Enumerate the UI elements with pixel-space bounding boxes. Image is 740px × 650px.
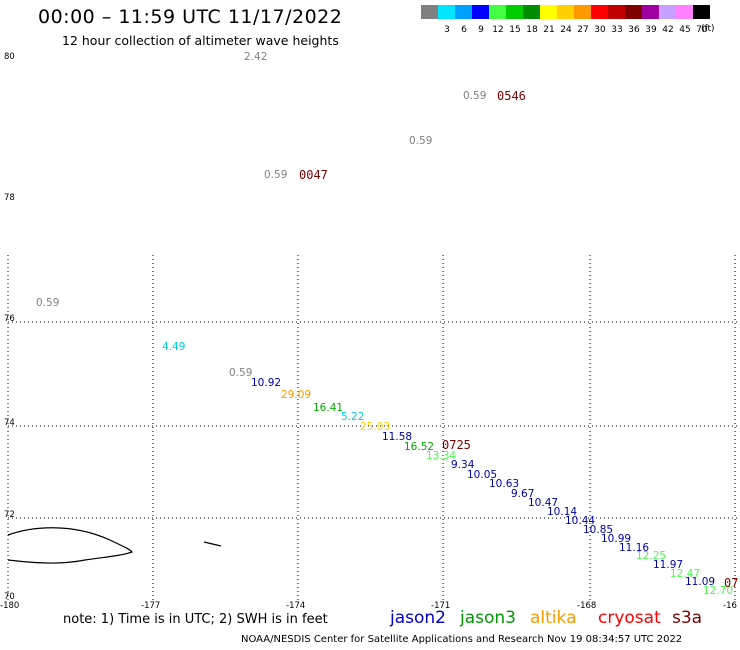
legend-label: 27 xyxy=(577,25,589,35)
obs-label: 9.67 xyxy=(511,488,535,500)
obs-label: 2.42 xyxy=(244,51,268,63)
legend-label: 18 xyxy=(526,25,538,35)
legend-label: 42 xyxy=(662,25,674,35)
obs-label: 12.25 xyxy=(636,550,667,562)
obs-label: 0.59 xyxy=(409,135,433,147)
satellite-s3a: s3a xyxy=(672,608,703,628)
legend-label: 6 xyxy=(461,25,467,35)
obs-label: 10.14 xyxy=(547,506,578,518)
obs-label: 10.99 xyxy=(601,533,632,545)
footer-note: note: 1) Time is in UTC; 2) SWH is in fe… xyxy=(63,612,328,627)
legend-swatch xyxy=(574,5,591,19)
obs-label: 10.63 xyxy=(489,478,520,490)
obs-label: 11.09 xyxy=(685,576,716,588)
lon-label: -171 xyxy=(431,601,451,611)
obs-label: 10.44 xyxy=(565,515,596,527)
satellite-jason2: jason2 xyxy=(390,608,446,628)
obs-label: 29.09 xyxy=(281,389,312,401)
herald-island xyxy=(203,541,222,547)
obs-label: 10.47 xyxy=(528,497,559,509)
legend-swatch xyxy=(472,5,489,19)
legend-swatch xyxy=(506,5,523,19)
legend-swatch xyxy=(557,5,574,19)
legend-swatch xyxy=(523,5,540,19)
obs-label: 0.59 xyxy=(463,90,487,102)
legend-swatch xyxy=(608,5,625,19)
lon-label: -168 xyxy=(577,601,597,611)
wrangel-island xyxy=(7,527,133,564)
obs-label: 10.92 xyxy=(251,377,282,389)
legend-swatch xyxy=(540,5,557,19)
chart-subtitle: 12 hour collection of altimeter wave hei… xyxy=(62,33,339,48)
lon-label: -16 xyxy=(723,601,737,611)
satellite-jason3: jason3 xyxy=(460,608,516,628)
legend-swatch xyxy=(642,5,659,19)
time-label: 0546 xyxy=(497,89,526,103)
legend-label: 70 xyxy=(696,25,708,35)
lon-label: -177 xyxy=(141,601,161,611)
obs-label: 16.41 xyxy=(313,402,344,414)
time-label: 07 xyxy=(724,576,739,590)
obs-label: 0.59 xyxy=(264,169,288,181)
legend-label: 33 xyxy=(611,25,623,35)
coastline xyxy=(7,527,222,564)
satellite-altika: altika xyxy=(530,608,577,628)
legend-swatch xyxy=(591,5,608,19)
legend-label: 24 xyxy=(560,25,572,35)
obs-label: 11.58 xyxy=(382,431,413,443)
obs-label: 11.16 xyxy=(619,542,650,554)
obs-label: 16.52 xyxy=(404,441,435,453)
obs-label: 0.59 xyxy=(229,367,253,379)
credit-line: NOAA/NESDIS Center for Satellite Applica… xyxy=(241,634,683,645)
chart-title: 00:00 – 11:59 UTC 11/17/2022 xyxy=(38,6,343,28)
legend-swatch xyxy=(659,5,676,19)
obs-label: 13.34 xyxy=(426,450,457,462)
lat-label: 72 xyxy=(4,510,15,520)
time-label: 0725 xyxy=(442,438,471,452)
legend-swatch xyxy=(693,5,710,19)
legend-label: 45 xyxy=(679,25,691,35)
obs-label: 11.97 xyxy=(653,559,684,571)
obs-label: 10.85 xyxy=(583,524,614,536)
legend-label: 12 xyxy=(492,25,504,35)
legend-swatch xyxy=(421,5,438,19)
legend-swatch xyxy=(489,5,506,19)
time-label: 0047 xyxy=(299,168,328,182)
legend-swatch xyxy=(625,5,642,19)
lon-label: -180 xyxy=(0,601,20,611)
obs-label: 0.59 xyxy=(36,297,60,309)
obs-label: 9.34 xyxy=(451,459,475,471)
lat-label: 70 xyxy=(4,592,15,602)
satellite-cryosat: cryosat xyxy=(598,608,661,628)
lat-label: 80 xyxy=(4,52,15,62)
obs-label: 10.05 xyxy=(467,469,498,481)
lat-label: 74 xyxy=(4,418,15,428)
lat-label: 76 xyxy=(4,314,15,324)
obs-label: 25.03 xyxy=(360,421,391,433)
legend-label: 9 xyxy=(478,25,484,35)
legend-swatch xyxy=(676,5,693,19)
legend-swatch xyxy=(455,5,472,19)
obs-label: 5.22 xyxy=(341,411,365,423)
lon-label: -174 xyxy=(286,601,306,611)
graticule xyxy=(7,255,738,600)
legend-label: 15 xyxy=(509,25,521,35)
obs-label: 12.47 xyxy=(670,568,701,580)
legend-label: 39 xyxy=(645,25,657,35)
legend-label: 36 xyxy=(628,25,640,35)
legend-swatch xyxy=(438,5,455,19)
lat-label: 78 xyxy=(4,193,15,203)
obs-label: 4.49 xyxy=(162,341,186,353)
legend-units: (ft) xyxy=(701,24,715,34)
obs-label: 12.70 xyxy=(703,585,734,597)
legend-label: 21 xyxy=(543,25,555,35)
legend-label: 30 xyxy=(594,25,606,35)
legend-label: 3 xyxy=(444,25,450,35)
